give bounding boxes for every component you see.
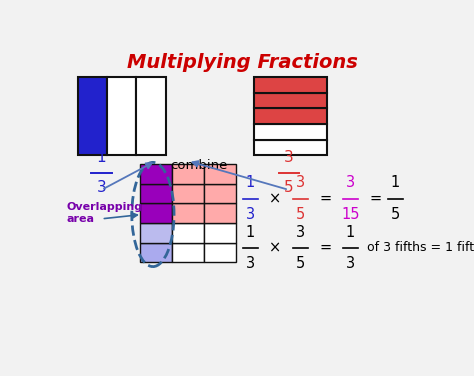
Bar (137, 77, 166, 155)
Text: 5: 5 (284, 180, 294, 195)
Bar (254, 124, 328, 139)
Text: 15: 15 (341, 207, 359, 222)
Text: =: = (319, 191, 331, 206)
Text: 3: 3 (246, 207, 255, 222)
Text: 1: 1 (346, 225, 355, 240)
Bar (78, 77, 107, 155)
Bar (254, 77, 328, 92)
Bar (204, 203, 236, 223)
Text: 3: 3 (246, 256, 255, 271)
Text: combine: combine (170, 159, 228, 172)
Bar (140, 223, 172, 243)
Text: 3: 3 (346, 176, 355, 191)
Text: 5: 5 (296, 207, 305, 222)
Text: 3: 3 (97, 180, 106, 195)
Text: ×: × (269, 240, 282, 255)
Bar (140, 243, 172, 262)
Text: ×: × (269, 191, 282, 206)
Bar (204, 243, 236, 262)
Text: of 3 fifths = 1 fifth: of 3 fifths = 1 fifth (367, 241, 474, 254)
Bar (172, 203, 204, 223)
Bar (172, 164, 204, 183)
Bar (140, 183, 172, 203)
Text: Overlapping
area: Overlapping area (66, 202, 143, 224)
Text: 1: 1 (246, 225, 255, 240)
Bar (172, 183, 204, 203)
Text: 1: 1 (391, 176, 400, 191)
Bar (172, 243, 204, 262)
Bar (204, 183, 236, 203)
Bar (107, 77, 137, 155)
Bar (254, 108, 328, 124)
Bar (254, 92, 328, 108)
Text: 3: 3 (296, 225, 305, 240)
Text: Multiplying Fractions: Multiplying Fractions (128, 53, 358, 72)
Text: 1: 1 (246, 176, 255, 191)
Bar (140, 203, 172, 223)
Bar (254, 139, 328, 155)
Text: =: = (319, 240, 331, 255)
Text: 3: 3 (346, 256, 355, 271)
Text: 3: 3 (284, 150, 294, 165)
Bar (140, 164, 172, 183)
Text: =: = (369, 191, 381, 206)
Text: 5: 5 (391, 207, 400, 222)
Text: 3: 3 (296, 176, 305, 191)
Text: 5: 5 (296, 256, 305, 271)
Text: 1: 1 (97, 150, 106, 165)
Bar (204, 164, 236, 183)
Bar (204, 223, 236, 243)
Bar (172, 223, 204, 243)
